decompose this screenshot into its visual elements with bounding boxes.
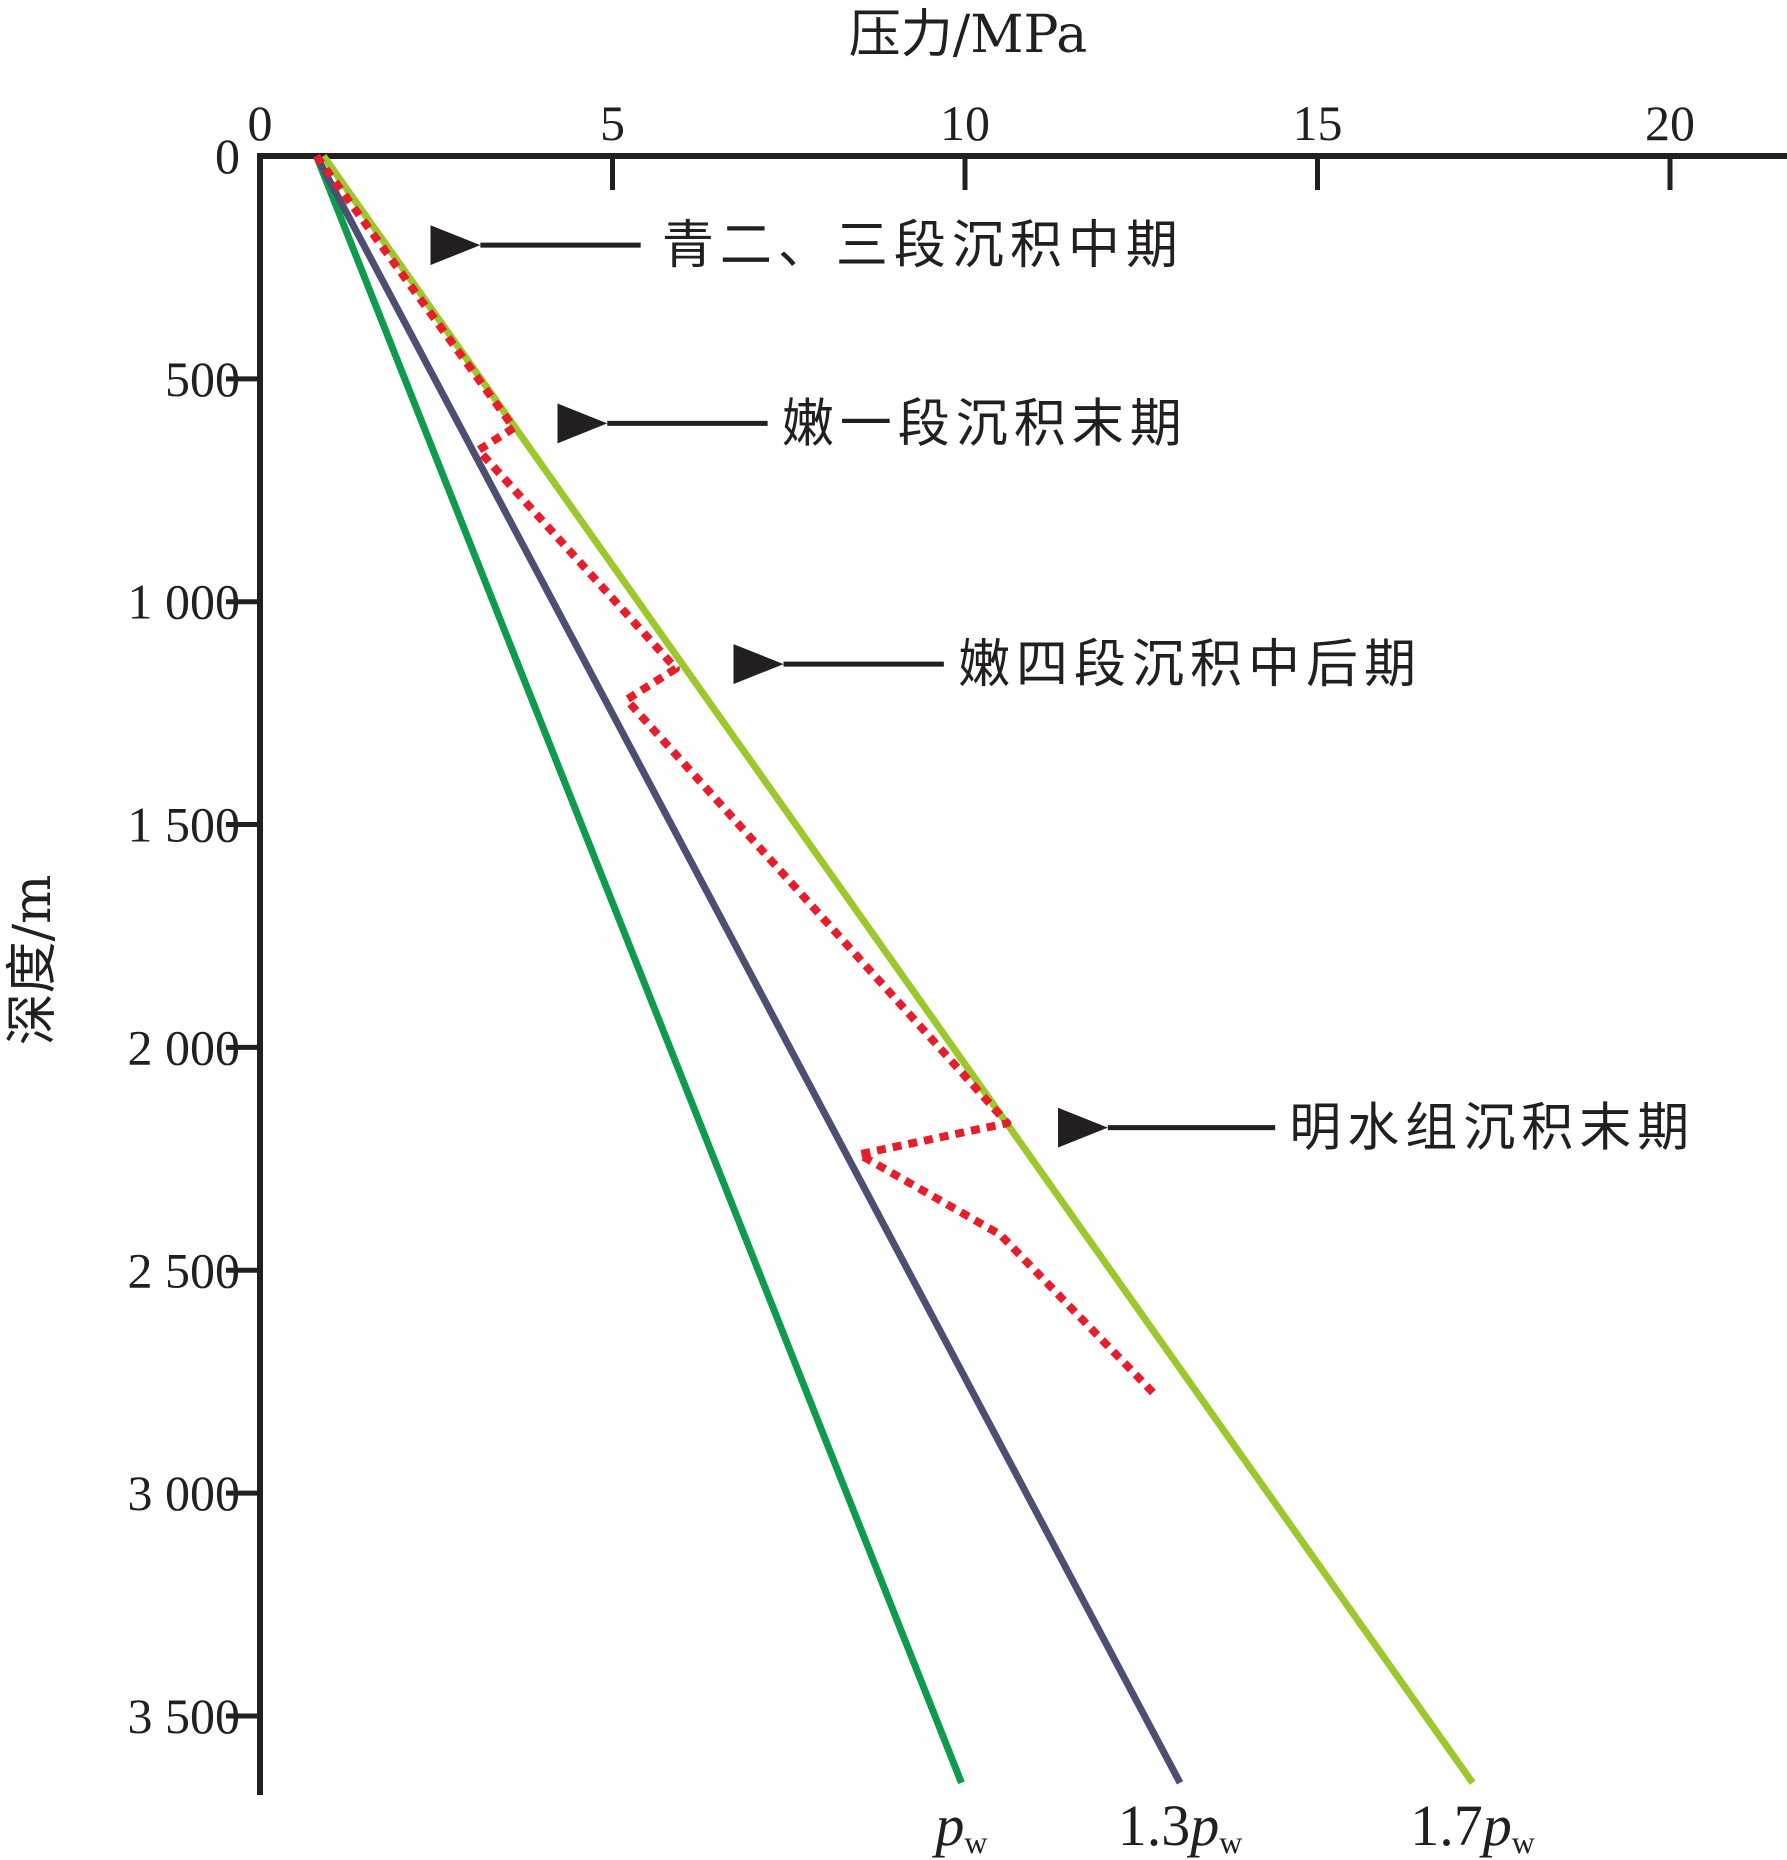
series-line-pressure-evolution	[313, 153, 1159, 1398]
annotation-label: 嫩四段沉积中后期	[958, 635, 1422, 695]
y-tick-label: 2 000	[128, 1019, 241, 1075]
annotation-label: 青二、三段沉积中期	[662, 216, 1184, 276]
series-label-pw: pw	[931, 1793, 987, 1860]
annotation-label: 嫩一段沉积末期	[782, 394, 1188, 454]
y-tick-label: 2 500	[128, 1242, 241, 1298]
series-line-1.3pw	[313, 154, 1184, 1785]
series-layer	[313, 153, 1476, 1785]
y-tick-label: 0	[215, 128, 240, 184]
y-tick-label: 1 500	[128, 797, 241, 853]
x-tick-label: 10	[940, 95, 990, 151]
axes: 0 5 10 15 20 0 500 1 000 1 500 2 000 2 500 3 000 3 5…	[3, 5, 1787, 1795]
y-axis-title: 深度/m	[3, 875, 63, 1046]
series-line-pw	[313, 154, 965, 1785]
x-tick-label: 5	[600, 95, 625, 151]
x-tick-label: 15	[1293, 95, 1343, 151]
y-tick-label: 3 500	[128, 1688, 241, 1744]
series-label-1.7pw: 1.7pw	[1410, 1793, 1535, 1860]
x-tick-label: 20	[1645, 95, 1695, 151]
series-line-1.7pw	[320, 153, 1476, 1785]
x-tick-label: 0	[248, 95, 273, 151]
y-tick-label: 1 000	[128, 574, 241, 630]
y-tick-label: 500	[165, 351, 240, 407]
annotation-label: 明水组沉积末期	[1289, 1099, 1695, 1159]
series-label-layer: pw 1.3pw 1.7pw	[931, 1793, 1534, 1860]
x-axis-title: 压力/MPa	[849, 5, 1087, 65]
series-label-1.3pw: 1.3pw	[1118, 1793, 1243, 1860]
y-tick-label: 3 000	[128, 1465, 241, 1521]
